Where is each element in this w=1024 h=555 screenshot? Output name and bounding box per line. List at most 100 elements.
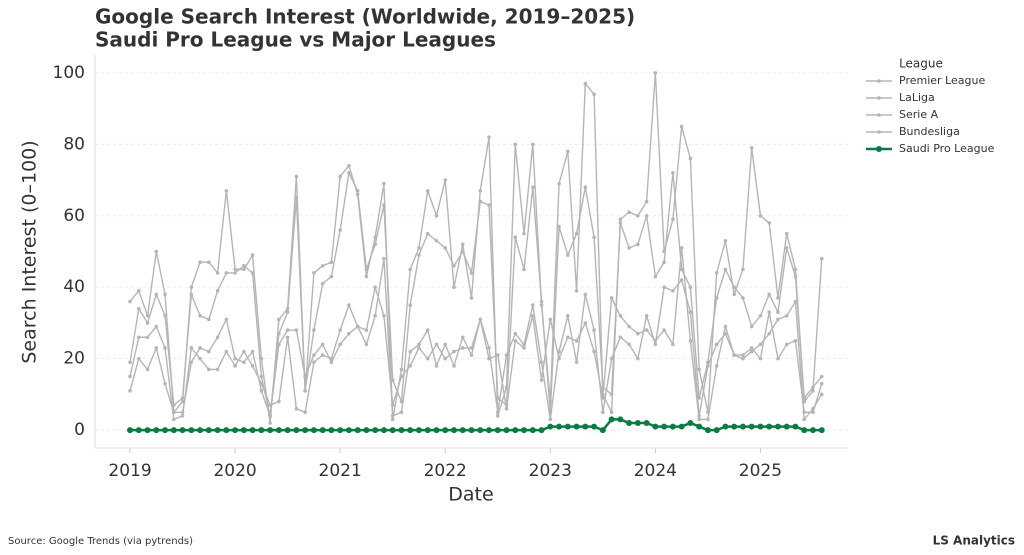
series-line <box>129 170 823 416</box>
point <box>136 356 141 361</box>
point <box>784 342 789 347</box>
point <box>136 335 141 340</box>
point <box>415 427 422 434</box>
point <box>303 410 307 415</box>
point <box>398 427 405 434</box>
point <box>784 231 789 236</box>
point <box>706 417 710 422</box>
point <box>592 235 596 240</box>
point <box>634 419 641 426</box>
y-tick-label: 100 <box>53 63 85 83</box>
point <box>469 353 474 357</box>
point <box>399 367 404 372</box>
point <box>653 339 658 343</box>
point <box>452 364 456 368</box>
point <box>180 414 185 418</box>
point <box>320 281 325 286</box>
point <box>136 289 141 293</box>
point <box>741 296 745 300</box>
point <box>433 427 440 434</box>
point <box>599 427 606 434</box>
point <box>443 342 448 347</box>
point <box>539 360 544 365</box>
point <box>732 292 736 297</box>
point <box>145 321 150 325</box>
point <box>189 285 194 290</box>
point <box>652 423 659 430</box>
point <box>153 427 160 434</box>
point <box>792 423 799 430</box>
point <box>205 427 212 434</box>
point <box>460 242 465 247</box>
point <box>170 427 177 434</box>
point <box>513 142 518 147</box>
point <box>636 213 640 218</box>
point <box>329 274 334 279</box>
point <box>459 427 466 434</box>
point <box>128 389 132 393</box>
point <box>382 181 386 186</box>
point <box>285 310 290 315</box>
point <box>784 314 789 318</box>
point <box>224 349 229 354</box>
point <box>793 267 798 272</box>
point <box>128 374 132 379</box>
point <box>513 235 518 240</box>
point <box>522 231 526 236</box>
point <box>425 328 430 332</box>
point <box>802 417 807 422</box>
point <box>749 146 754 150</box>
point <box>811 389 815 393</box>
point <box>557 181 561 186</box>
point <box>197 427 204 434</box>
point <box>303 374 307 379</box>
point <box>250 253 255 257</box>
point <box>215 335 220 340</box>
point <box>671 342 675 347</box>
point <box>513 331 518 336</box>
point <box>669 423 676 430</box>
series-line <box>129 72 823 424</box>
point <box>214 427 221 434</box>
point <box>811 410 815 415</box>
point <box>242 263 246 268</box>
point <box>363 427 370 434</box>
y-tick-label: 40 <box>63 277 85 297</box>
point <box>478 188 483 193</box>
legend-title: League <box>899 57 943 71</box>
point <box>636 356 640 361</box>
y-tick-label: 0 <box>74 420 85 440</box>
point <box>495 396 500 400</box>
point <box>399 374 404 379</box>
legend-marker <box>877 79 881 83</box>
x-tick-label: 2019 <box>108 461 151 481</box>
x-tick-label: 2024 <box>634 461 677 481</box>
point <box>819 381 824 386</box>
point <box>731 423 738 430</box>
legend-label: Bundesliga <box>899 125 960 138</box>
point <box>609 410 614 415</box>
point <box>617 416 624 423</box>
point <box>417 342 421 347</box>
point <box>250 364 255 368</box>
point <box>592 92 596 97</box>
point <box>688 156 693 161</box>
point <box>179 427 186 434</box>
point <box>512 427 519 434</box>
point <box>364 328 369 332</box>
point <box>207 367 211 372</box>
point <box>627 246 631 250</box>
point <box>407 427 414 434</box>
legend-marker <box>877 130 881 134</box>
point <box>267 427 274 434</box>
point <box>608 416 615 423</box>
x-tick-label: 2023 <box>529 461 572 481</box>
point <box>303 389 307 393</box>
point <box>320 342 325 347</box>
point <box>136 306 141 311</box>
point <box>163 292 167 297</box>
point <box>128 360 132 365</box>
point <box>592 328 596 332</box>
point <box>355 324 360 329</box>
point <box>425 356 430 361</box>
